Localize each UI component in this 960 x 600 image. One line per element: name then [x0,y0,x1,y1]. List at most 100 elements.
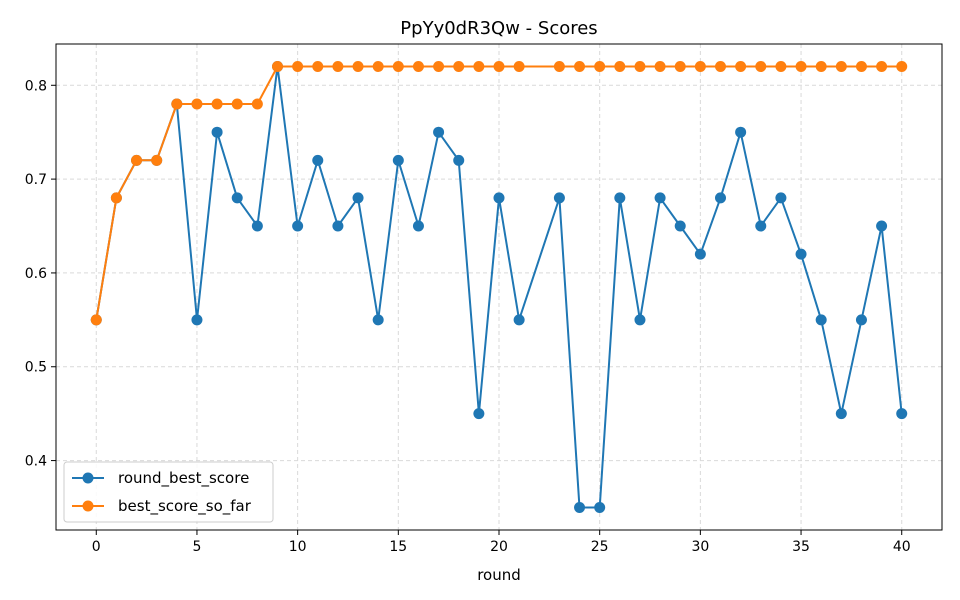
data-point-best-score-so-far [674,61,686,73]
y-tick-label: 0.5 [25,360,47,376]
x-tick-label: 10 [289,539,307,555]
data-point-best-score-so-far [473,61,485,73]
chart-title: PpYy0dR3Qw - Scores [400,18,597,39]
data-point-round-best-score [211,126,223,138]
y-tick-label: 0.7 [25,172,47,188]
data-point-best-score-so-far [272,61,283,73]
data-point-best-score-so-far [151,154,163,166]
data-point-best-score-so-far [191,98,203,110]
data-point-round-best-score [674,220,686,232]
data-point-round-best-score [453,154,465,166]
data-point-round-best-score [332,220,344,232]
data-point-round-best-score [855,314,867,326]
series-line-round-best-score [95,65,903,509]
data-point-best-score-so-far [312,61,324,73]
x-tick-label: 0 [92,539,101,555]
data-point-best-score-so-far [614,61,626,73]
y-tick-label: 0.6 [25,266,47,282]
data-point-round-best-score [694,248,706,260]
data-point-best-score-so-far [634,61,646,73]
x-tick-label: 25 [591,539,609,555]
data-point-round-best-score [634,314,646,326]
data-point-round-best-score [654,192,666,204]
data-point-best-score-so-far [493,61,505,73]
data-point-round-best-score [553,192,565,204]
data-point-round-best-score [372,314,384,326]
data-point-best-score-so-far [876,61,888,73]
data-point-best-score-so-far [231,98,243,110]
data-point-best-score-so-far [171,98,183,110]
data-point-best-score-so-far [412,61,424,73]
data-point-best-score-so-far [574,61,586,73]
legend-box [63,461,274,523]
grid [56,44,942,530]
data-point-best-score-so-far [251,98,263,110]
data-point-round-best-score [614,192,626,204]
series-line-best-score-so-far [95,65,902,320]
data-point-best-score-so-far [755,61,767,73]
x-tick-label: 35 [792,539,810,555]
data-point-best-score-so-far [735,61,747,73]
plot-series [90,61,908,513]
data-point-round-best-score [815,314,827,326]
y-tick-label: 0.4 [25,454,47,470]
data-point-round-best-score [755,220,767,232]
data-point-best-score-so-far [775,61,787,73]
y-tick-label: 0.8 [25,78,47,94]
data-point-round-best-score [835,408,847,420]
data-point-best-score-so-far [131,154,143,166]
data-point-round-best-score [191,314,203,326]
data-point-round-best-score [574,501,586,513]
data-point-best-score-so-far [896,61,908,73]
x-axis-label: round [477,566,521,584]
data-point-round-best-score [392,154,404,166]
data-point-round-best-score [493,192,505,204]
data-point-best-score-so-far [332,61,344,73]
legend-marker-round-best-score [82,472,94,484]
data-point-best-score-so-far [835,61,847,73]
data-point-best-score-so-far [110,192,122,204]
data-point-round-best-score [795,248,807,260]
legend: round_best_score best_score_so_far [63,461,274,523]
data-point-best-score-so-far [715,61,726,73]
legend-label-round-best-score: round_best_score [118,469,249,488]
data-point-best-score-so-far [795,61,807,73]
data-point-best-score-so-far [594,61,606,73]
data-point-round-best-score [352,192,364,204]
legend-marker-best-score-so-far [82,500,94,512]
data-point-round-best-score [735,126,747,138]
x-tick-label: 5 [192,539,201,555]
data-point-round-best-score [715,192,726,204]
data-point-best-score-so-far [292,61,304,73]
x-tick-label: 40 [893,539,911,555]
data-point-round-best-score [594,501,606,513]
data-point-best-score-so-far [694,61,706,73]
x-tick-label: 20 [490,539,508,555]
data-point-best-score-so-far [453,61,465,73]
data-point-round-best-score [312,154,324,166]
axis-ticks: 0 5 10 15 20 25 30 35 40 0.4 0.5 0.6 0.7 0.8 [25,78,911,555]
data-point-best-score-so-far [815,61,827,73]
data-point-round-best-score [433,126,445,138]
data-point-best-score-so-far [855,61,867,73]
x-tick-label: 15 [389,539,407,555]
data-point-best-score-so-far [372,61,384,73]
data-point-best-score-so-far [211,98,223,110]
data-point-best-score-so-far [352,61,364,73]
data-point-best-score-so-far [553,61,565,73]
legend-label-best-score-so-far: best_score_so_far [118,497,252,516]
data-point-round-best-score [412,220,424,232]
series-best-score-so-far [90,61,908,326]
data-point-best-score-so-far [654,61,666,73]
data-point-round-best-score [473,408,485,420]
data-point-best-score-so-far [433,61,445,73]
data-point-best-score-so-far [392,61,404,73]
data-point-round-best-score [513,314,525,326]
data-point-round-best-score [876,220,888,232]
x-tick-label: 30 [691,539,709,555]
data-point-best-score-so-far [90,314,102,326]
data-point-round-best-score [896,408,908,420]
data-point-round-best-score [775,192,787,204]
data-point-round-best-score [231,192,243,204]
